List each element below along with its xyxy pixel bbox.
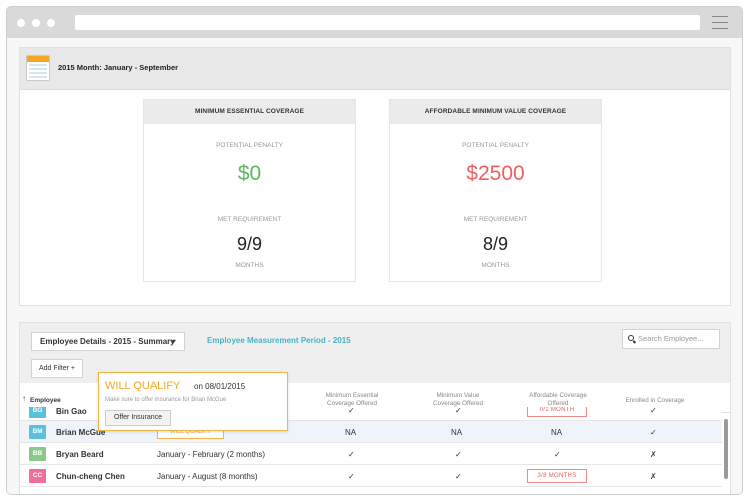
mec-check-icon: ✓ (348, 450, 355, 459)
col-affordable[interactable]: Affordable Coverage Offered (529, 392, 587, 407)
penalty-value: $0 (237, 162, 262, 185)
enrolled-check-icon: ✓ (650, 407, 657, 415)
met-requirement-value: 9/9 (236, 234, 263, 254)
view-select[interactable]: Employee Details - 2015 - Summary (31, 332, 185, 351)
chevron-down-icon (170, 340, 176, 344)
col-employee[interactable]: Employee (30, 397, 61, 404)
mvc-value: NA (451, 428, 463, 437)
employee-details-panel: Employee Details - 2015 - Summary Employ… (19, 322, 731, 494)
search-input[interactable]: Search Employee... (622, 329, 720, 349)
popover-hint: Make sure to offer insurance for Brian M… (105, 397, 227, 403)
browser-window: 2015 Month: January - September MINIMUM … (6, 6, 743, 495)
enrolled-x-icon: ✗ (650, 472, 657, 481)
mec-card: MINIMUM ESSENTIAL COVERAGE POTENTIAL PEN… (143, 99, 356, 282)
months-label: MONTHS (481, 262, 510, 269)
search-icon (628, 335, 634, 341)
penalty-value: $2500 (466, 162, 525, 185)
mec-check-icon: ✓ (348, 407, 355, 415)
mec-value: NA (345, 428, 357, 437)
avatar: CC (29, 469, 46, 483)
popover-status: WILL QUALIFY (105, 380, 181, 392)
affordable-status-badge: 3/8 MONTHS (527, 469, 587, 483)
employee-name[interactable]: Brian McGue (56, 428, 106, 437)
measurement-period-link[interactable]: Employee Measurement Period - 2015 (207, 336, 351, 345)
card-title: MINIMUM ESSENTIAL COVERAGE (144, 100, 355, 124)
mvc-check-icon: ✓ (455, 407, 462, 415)
enrolled-x-icon: ✗ (650, 450, 657, 459)
months-label: MONTHS (235, 262, 264, 269)
table-row[interactable]: CC Chun-cheng Chen January - August (8 m… (20, 465, 722, 487)
hamburger-menu-icon[interactable] (712, 16, 728, 29)
add-filter-button[interactable]: Add Filter + (31, 359, 83, 378)
mvc-check-icon: ✓ (455, 450, 462, 459)
employee-name[interactable]: Bin Gao (56, 407, 87, 416)
card-title: AFFORDABLE MINIMUM VALUE COVERAGE (390, 100, 601, 124)
qualify-popover: WILL QUALIFY on 08/01/2015 Make sure to … (98, 372, 288, 431)
col-mec[interactable]: Minimum Essential Coverage Offered (325, 392, 379, 407)
period-bar: 2015 Month: January - September (20, 48, 730, 90)
page-content: 2015 Month: January - September MINIMUM … (7, 38, 742, 494)
window-dot[interactable] (47, 19, 55, 27)
browser-chrome (7, 7, 742, 38)
coverage-summary-panel: 2015 Month: January - September MINIMUM … (19, 47, 731, 306)
offer-insurance-button[interactable]: Offer Insurance (105, 410, 171, 426)
affordable-check-icon: ✓ (554, 450, 561, 459)
avatar: BB (29, 447, 46, 461)
met-requirement-label: MET REQUIREMENT (217, 216, 282, 223)
mec-check-icon: ✓ (348, 472, 355, 481)
period-label: 2015 Month: January - September (58, 63, 179, 72)
table-toolbar: Employee Details - 2015 - Summary Employ… (20, 323, 730, 383)
sort-arrow-icon[interactable]: ↑ (22, 394, 26, 403)
avatar: BG (29, 407, 46, 418)
col-enrolled[interactable]: Enrolled in Coverage (625, 397, 685, 404)
table-row[interactable]: BB Bryan Beard January - February (2 mon… (20, 443, 722, 465)
mvc-card: AFFORDABLE MINIMUM VALUE COVERAGE POTENT… (389, 99, 602, 282)
penalty-label: POTENTIAL PENALTY (216, 142, 283, 149)
search-placeholder: Search Employee... (638, 334, 704, 343)
met-requirement-value: 8/9 (482, 234, 509, 254)
affordable-status-badge: 0/1 MONTH (527, 407, 587, 417)
enrolled-check-icon: ✓ (650, 428, 657, 437)
affordable-value: NA (551, 428, 563, 437)
col-mvc[interactable]: Minimum Value Coverage Offered (433, 392, 483, 407)
popover-date: on 08/01/2015 (194, 382, 246, 391)
employee-name[interactable]: Bryan Beard (56, 450, 104, 459)
coverage-period: January - February (2 months) (157, 450, 266, 459)
scrollbar[interactable] (724, 419, 728, 479)
avatar: BM (29, 425, 46, 439)
mvc-check-icon: ✓ (455, 472, 462, 481)
window-dot[interactable] (32, 19, 40, 27)
penalty-label: POTENTIAL PENALTY (462, 142, 529, 149)
view-select-label: Employee Details - 2015 - Summary (40, 337, 175, 346)
employee-name[interactable]: Chun-cheng Chen (56, 472, 125, 481)
address-bar[interactable] (75, 15, 700, 30)
calendar-icon (26, 55, 50, 81)
window-dot[interactable] (17, 19, 25, 27)
met-requirement-label: MET REQUIREMENT (463, 216, 528, 223)
coverage-period: January - August (8 months) (157, 472, 258, 481)
